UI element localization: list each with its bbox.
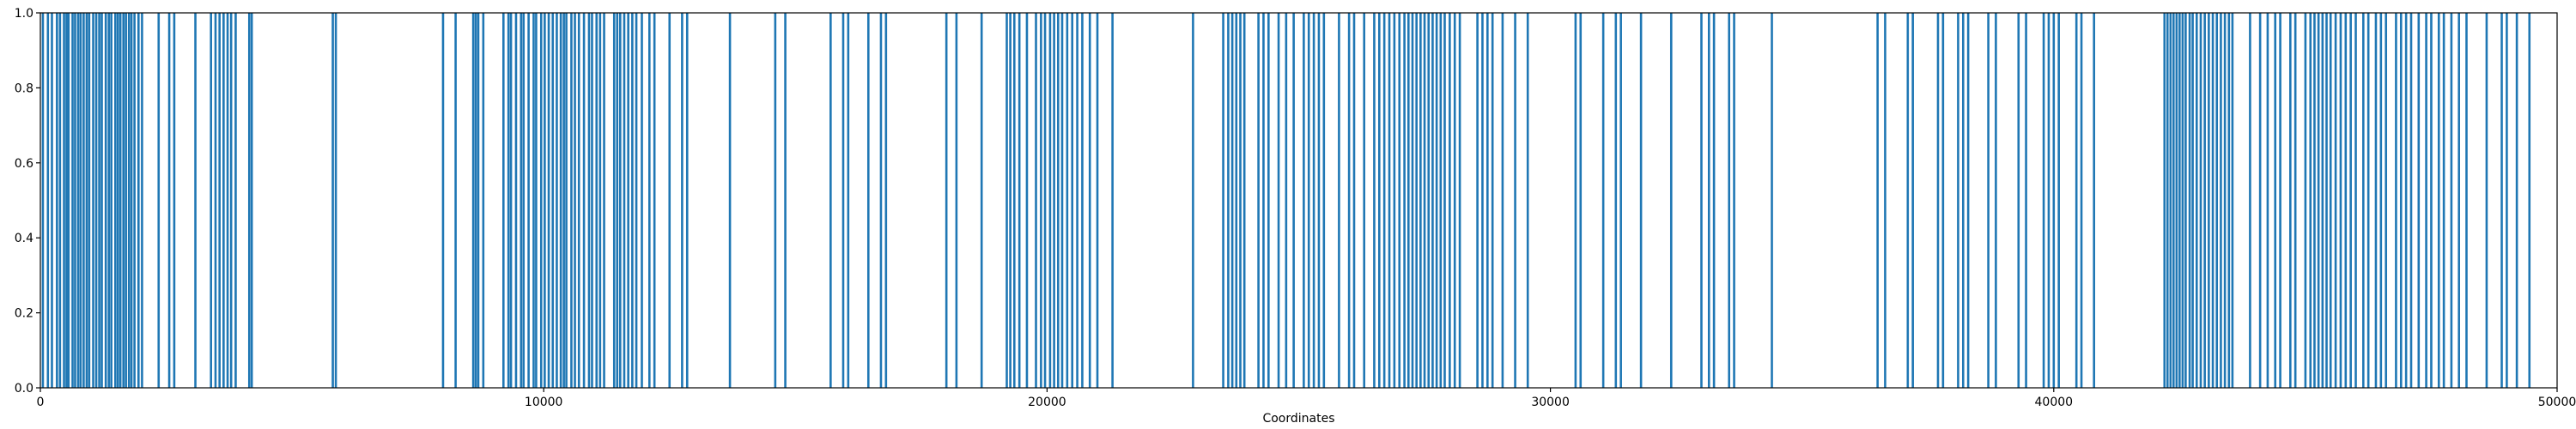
x-tick-label: 30000 (1531, 396, 1570, 409)
x-axis-label: Coordinates (1262, 412, 1334, 426)
plot-frame (39, 12, 2558, 389)
x-tick-label: 40000 (2035, 396, 2074, 409)
x-tick-label: 10000 (525, 396, 563, 409)
x-tick-label: 50000 (2538, 396, 2576, 409)
y-tick-label: 0.0 (15, 382, 33, 396)
data-bars (41, 13, 2531, 388)
y-tick-label: 0.4 (15, 232, 33, 245)
x-tick-label: 20000 (1028, 396, 1066, 409)
y-tick-label: 0.6 (15, 157, 33, 171)
x-axis: 0 10000 20000 30000 40000 50000 (37, 388, 2576, 409)
y-tick-label: 0.8 (15, 82, 33, 95)
y-axis: 0.0 0.2 0.4 0.6 0.8 1.0 (15, 7, 40, 396)
y-tick-label: 0.2 (15, 307, 33, 321)
y-tick-label: 1.0 (15, 7, 33, 21)
x-tick-label: 0 (37, 396, 45, 409)
